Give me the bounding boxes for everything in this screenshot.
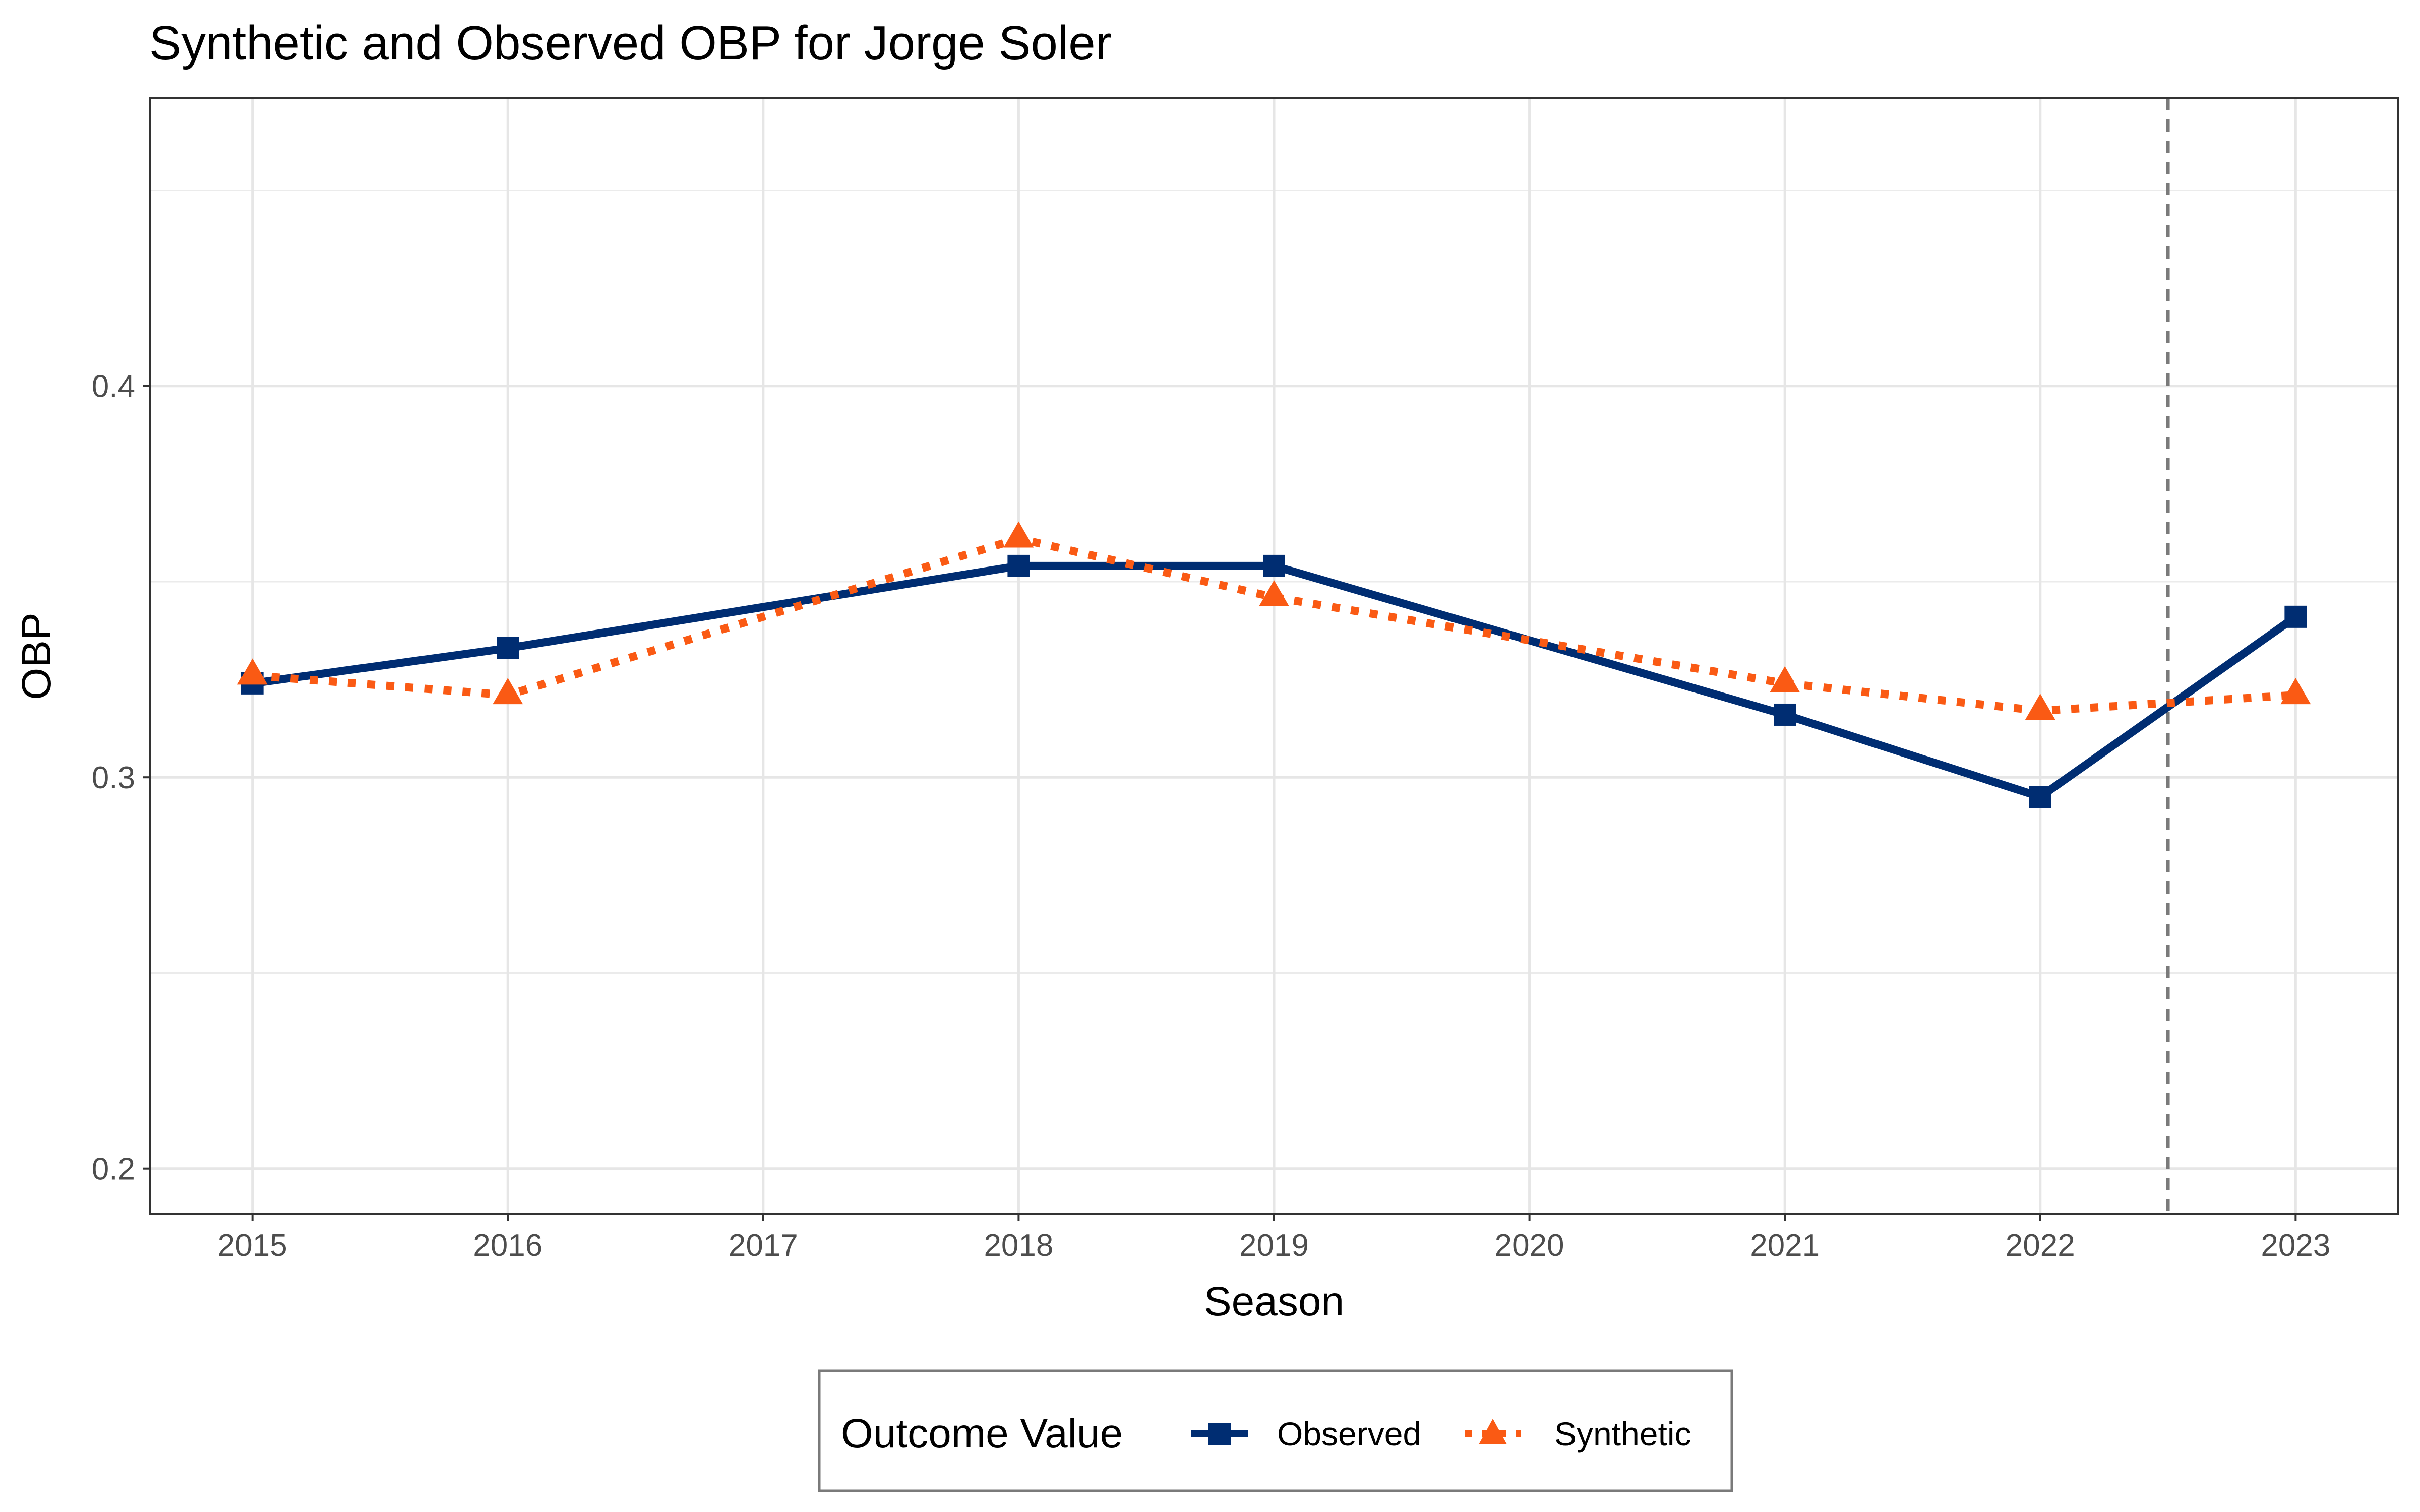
y-tick-label-0: 0.2 — [92, 1152, 135, 1187]
series-group — [237, 521, 2311, 808]
legend-box — [818, 1369, 1733, 1492]
legend-label-synthetic: Synthetic — [1554, 1415, 1691, 1453]
data-point-synthetic-2015 — [237, 658, 268, 685]
y-tick-label-1: 0.3 — [92, 761, 135, 795]
data-point-synthetic-2016 — [493, 678, 523, 705]
x-tick-label-2: 2017 — [729, 1228, 798, 1263]
data-point-observed-2021 — [1774, 703, 1796, 726]
data-point-observed-2018 — [1007, 554, 1030, 577]
data-point-synthetic-2021 — [1770, 666, 1800, 692]
legend-key-observed-marker — [1208, 1423, 1231, 1445]
legend-key-synthetic-marker — [1479, 1419, 1507, 1444]
y-tick-label-2: 0.4 — [92, 369, 135, 404]
legend-label-observed: Observed — [1277, 1415, 1421, 1453]
legend: Outcome Value Observed Synthetic — [818, 1369, 1733, 1492]
x-tick-label-1: 2016 — [473, 1228, 542, 1263]
data-point-observed-2019 — [1263, 554, 1285, 577]
data-point-synthetic-2019 — [1259, 580, 1289, 607]
x-tick-label-5: 2020 — [1495, 1228, 1564, 1263]
y-axis: 0.2 0.3 0.4 — [92, 369, 150, 1187]
x-tick-label-0: 2015 — [218, 1228, 287, 1263]
data-point-synthetic-2022 — [2025, 694, 2055, 720]
x-tick-label-6: 2021 — [1750, 1228, 1820, 1263]
y-axis-title: OBP — [14, 612, 59, 700]
x-axis-title: Season — [1204, 1279, 1344, 1325]
data-point-observed-2023 — [2284, 605, 2307, 628]
chart-title: Synthetic and Observed OBP for Jorge Sol… — [149, 16, 1112, 70]
plot-panel — [149, 97, 2399, 1215]
data-point-observed-2022 — [2029, 786, 2051, 808]
legend-title: Outcome Value — [841, 1411, 1123, 1457]
x-tick-label-7: 2022 — [2006, 1228, 2075, 1263]
data-point-observed-2016 — [497, 637, 519, 659]
data-point-synthetic-2023 — [2280, 678, 2311, 705]
x-tick-label-8: 2023 — [2261, 1228, 2330, 1263]
legend-item-synthetic: Synthetic — [1465, 1415, 1691, 1453]
data-point-synthetic-2018 — [1003, 521, 1034, 548]
x-axis: 2015 2016 2017 2018 2019 2020 2021 2022 2023 — [218, 1214, 2330, 1263]
legend-item-observed: Observed — [1191, 1415, 1421, 1453]
x-tick-label-4: 2019 — [1239, 1228, 1309, 1263]
x-tick-label-3: 2018 — [984, 1228, 1053, 1263]
